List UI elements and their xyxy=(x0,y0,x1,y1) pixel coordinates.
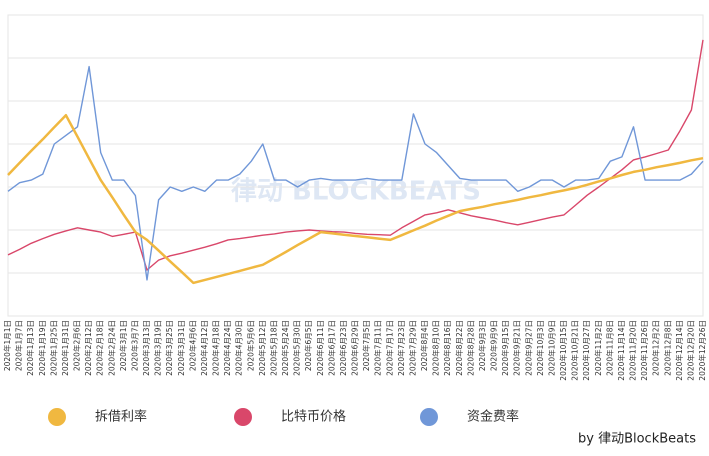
x-tick-label: 2020年1月1日 xyxy=(2,320,12,371)
x-tick-label: 2020年12月26日 xyxy=(697,320,707,381)
x-tick-label: 2020年4月12日 xyxy=(199,320,209,376)
x-tick-label: 2020年2月12日 xyxy=(83,320,93,376)
x-tick-label: 2020年7月11日 xyxy=(373,320,383,376)
x-tick-label: 2020年11月2日 xyxy=(593,320,603,376)
series-line xyxy=(7,39,704,271)
x-tick-label: 2020年5月24日 xyxy=(280,320,290,376)
x-tick-label: 2020年8月28日 xyxy=(465,320,475,376)
x-tick-label: 2020年12月20日 xyxy=(685,320,695,381)
x-tick-label: 2020年6月23日 xyxy=(338,320,348,376)
x-tick-label: 2020年11月8日 xyxy=(604,320,614,376)
legend-marker xyxy=(420,408,438,426)
x-tick-label: 2020年3月31日 xyxy=(176,320,186,376)
x-tick-label: 2020年9月15日 xyxy=(500,320,510,376)
legend-marker xyxy=(234,408,252,426)
x-tick-label: 2020年1月31日 xyxy=(60,320,70,376)
x-tick-label: 2020年8月22日 xyxy=(454,320,464,376)
x-tick-label: 2020年5月18日 xyxy=(268,320,278,376)
x-tick-label: 2020年10月27日 xyxy=(581,320,591,381)
x-tick-label: 2020年9月27日 xyxy=(523,320,533,376)
x-tick-label: 2020年7月29日 xyxy=(407,320,417,376)
x-tick-label: 2020年1月13日 xyxy=(25,320,35,376)
x-tick-label: 2020年6月29日 xyxy=(350,320,360,376)
x-tick-label: 2020年11月20日 xyxy=(628,320,638,381)
credit: by 律动BlockBeats xyxy=(578,432,696,447)
x-tick-label: 2020年10月3日 xyxy=(535,320,545,376)
x-tick-label: 2020年2月24日 xyxy=(106,320,116,376)
x-tick-label: 2020年5月6日 xyxy=(245,320,255,371)
x-tick-label: 2020年6月5日 xyxy=(303,320,313,371)
x-tick-label: 2020年10月15日 xyxy=(558,320,568,381)
series-line xyxy=(7,113,704,285)
x-tick-label: 2020年11月26日 xyxy=(639,320,649,381)
x-tick-label: 2020年8月4日 xyxy=(419,320,429,371)
x-tick-label: 2020年2月18日 xyxy=(95,320,105,376)
x-tick-label: 2020年7月17日 xyxy=(384,320,394,376)
x-tick-label: 2020年2月6日 xyxy=(72,320,82,371)
x-tick-label: 2020年1月25日 xyxy=(48,320,58,376)
x-tick-label: 2020年6月17日 xyxy=(326,320,336,376)
legend-label: 比特币价格 xyxy=(281,409,346,425)
x-tick-label: 2020年3月13日 xyxy=(141,320,151,376)
x-tick-label: 2020年4月30日 xyxy=(234,320,244,376)
x-tick-label: 2020年3月1日 xyxy=(118,320,128,371)
x-tick-label: 2020年3月7日 xyxy=(129,320,139,371)
x-tick-label: 2020年7月23日 xyxy=(396,320,406,376)
legend-marker xyxy=(48,408,66,426)
x-tick-label: 2020年1月19日 xyxy=(37,320,47,376)
x-tick-label: 2020年11月14日 xyxy=(616,320,626,381)
x-tick-label: 2020年12月14日 xyxy=(674,320,684,381)
x-tick-label: 2020年8月10日 xyxy=(431,320,441,376)
x-tick-label: 2020年3月25日 xyxy=(164,320,174,376)
plot-frame xyxy=(7,14,704,317)
x-tick-label: 2020年8月16日 xyxy=(442,320,452,376)
x-tick-label: 2020年4月6日 xyxy=(187,320,197,371)
x-tick-label: 2020年10月9日 xyxy=(546,320,556,376)
series-line xyxy=(7,65,704,281)
legend-label: 拆借利率 xyxy=(95,409,147,425)
x-tick-label: 2020年7月5日 xyxy=(361,320,371,371)
x-tick-label: 2020年9月3日 xyxy=(477,320,487,371)
legend-label: 资金费率 xyxy=(467,409,519,425)
x-tick-label: 2020年1月7日 xyxy=(14,320,24,371)
watermark: 律动 BLOCKBEATS xyxy=(231,177,481,207)
x-tick-label: 2020年12月8日 xyxy=(662,320,672,376)
x-tick-label: 2020年6月11日 xyxy=(315,320,325,376)
x-tick-label: 2020年10月21日 xyxy=(570,320,580,381)
x-tick-label: 2020年4月18日 xyxy=(211,320,221,376)
x-tick-label: 2020年9月21日 xyxy=(512,320,522,376)
x-tick-label: 2020年4月24日 xyxy=(222,320,232,376)
x-tick-label: 2020年12月2日 xyxy=(651,320,661,376)
x-tick-label: 2020年5月30日 xyxy=(292,320,302,376)
x-tick-label: 2020年5月12日 xyxy=(257,320,267,376)
x-tick-label: 2020年3月19日 xyxy=(153,320,163,376)
x-tick-label: 2020年9月9日 xyxy=(489,320,499,371)
